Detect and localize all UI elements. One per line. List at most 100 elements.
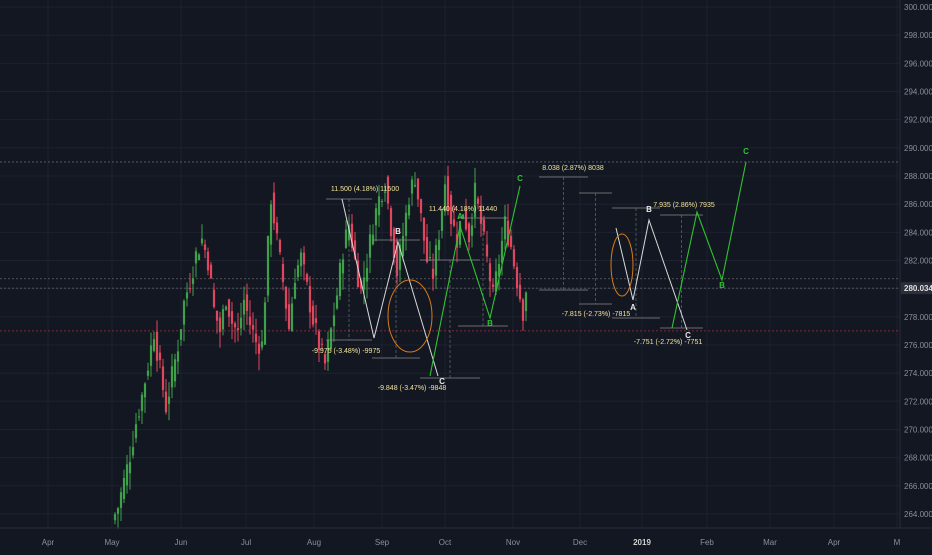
candle-body[interactable] — [266, 236, 270, 296]
candle-body[interactable] — [359, 280, 363, 289]
candle-body[interactable] — [254, 333, 258, 343]
candle-body[interactable] — [224, 306, 228, 310]
candle-body[interactable] — [437, 239, 441, 251]
candle-body[interactable] — [521, 299, 525, 321]
candle-body[interactable] — [299, 252, 303, 267]
candle-body[interactable] — [509, 235, 513, 248]
candle-body[interactable] — [479, 205, 483, 224]
candle-body[interactable] — [185, 292, 189, 299]
candle-body[interactable] — [209, 264, 213, 279]
x-axis[interactable]: Apr May Jun Jul Aug Sep Oct Nov Dec 2019 Feb Mar Apr… — [0, 527, 932, 547]
candle-body[interactable] — [272, 192, 276, 224]
candle-body[interactable] — [512, 249, 516, 267]
candle-body[interactable] — [227, 299, 231, 317]
candle-body[interactable] — [281, 263, 285, 282]
candle-body[interactable] — [416, 178, 420, 200]
candle-body[interactable] — [296, 265, 300, 278]
candle-body[interactable] — [122, 477, 126, 499]
candle-body[interactable] — [452, 219, 456, 226]
highlight-circle[interactable] — [387, 279, 433, 353]
candle-body[interactable] — [290, 303, 294, 332]
candle-body[interactable] — [395, 245, 399, 276]
candle-body[interactable] — [308, 286, 312, 313]
candle-body[interactable] — [410, 179, 414, 194]
candle-body[interactable] — [461, 214, 465, 219]
candle-body[interactable] — [311, 305, 315, 325]
candles[interactable] — [113, 165, 528, 529]
candle-body[interactable] — [356, 260, 360, 288]
candle-body[interactable] — [404, 212, 408, 236]
candle-body[interactable] — [329, 328, 333, 350]
candle-body[interactable] — [470, 225, 474, 236]
candle-body[interactable] — [377, 196, 381, 216]
candle-body[interactable] — [137, 416, 141, 418]
candle-body[interactable] — [203, 244, 207, 251]
candle-body[interactable] — [221, 309, 225, 330]
candle-body[interactable] — [362, 277, 366, 290]
candle-body[interactable] — [392, 228, 396, 258]
candle-body[interactable] — [368, 234, 372, 258]
candle-body[interactable] — [149, 345, 153, 366]
highlight-circle[interactable] — [610, 233, 634, 297]
candle-body[interactable] — [293, 282, 297, 299]
candle-body[interactable] — [212, 289, 216, 307]
candle-body[interactable] — [449, 194, 453, 225]
wave-line-white[interactable] — [341, 198, 439, 377]
candle-body[interactable] — [323, 354, 327, 364]
candle-body[interactable] — [446, 176, 450, 212]
candle-body[interactable] — [314, 318, 318, 323]
candle-body[interactable] — [464, 209, 468, 230]
candle-body[interactable] — [524, 292, 528, 312]
candle-body[interactable] — [326, 340, 330, 362]
candle-body[interactable] — [518, 284, 522, 300]
candle-body[interactable] — [245, 294, 249, 311]
candle-body[interactable] — [158, 352, 162, 361]
candle-body[interactable] — [215, 310, 219, 321]
candle-body[interactable] — [278, 239, 282, 253]
candle-body[interactable] — [176, 351, 180, 362]
candle-body[interactable] — [458, 221, 462, 245]
candle-body[interactable] — [341, 259, 345, 274]
candle-body[interactable] — [419, 199, 423, 214]
candle-body[interactable] — [515, 267, 519, 289]
candle-body[interactable] — [197, 254, 201, 261]
candle-body[interactable] — [473, 182, 477, 217]
candle-body[interactable] — [443, 184, 447, 212]
candle-body[interactable] — [248, 316, 252, 326]
candle-body[interactable] — [425, 237, 429, 263]
candle-body[interactable] — [284, 286, 288, 309]
candle-body[interactable] — [302, 252, 306, 265]
candle-body[interactable] — [125, 464, 129, 486]
candle-body[interactable] — [497, 263, 501, 277]
candle-body[interactable] — [194, 251, 198, 264]
candle-body[interactable] — [398, 244, 402, 270]
candle-body[interactable] — [287, 304, 291, 330]
candle-body[interactable] — [128, 462, 132, 474]
candle-body[interactable] — [140, 394, 144, 411]
candle-body[interactable] — [371, 234, 375, 245]
candle-body[interactable] — [239, 317, 243, 329]
candle-body[interactable] — [350, 223, 354, 248]
candle-body[interactable] — [431, 268, 435, 280]
y-axis[interactable]: 300.000 298.000 296.000 294.000 292.000 290.0… — [899, 0, 932, 528]
candle-body[interactable] — [179, 329, 183, 340]
candle-body[interactable] — [407, 204, 411, 216]
candle-body[interactable] — [386, 176, 390, 204]
candle-body[interactable] — [146, 370, 150, 376]
candle-body[interactable] — [167, 396, 171, 404]
candle-body[interactable] — [305, 274, 309, 282]
candle-body[interactable] — [116, 508, 120, 514]
candle-body[interactable] — [500, 240, 504, 263]
candle-body[interactable] — [152, 339, 156, 351]
candle-body[interactable] — [200, 238, 204, 244]
candle-body[interactable] — [332, 315, 336, 327]
candle-body[interactable] — [476, 198, 480, 204]
candle-body[interactable] — [485, 244, 489, 257]
candle-body[interactable] — [353, 240, 357, 259]
candle-body[interactable] — [164, 391, 168, 413]
candle-body[interactable] — [491, 284, 495, 287]
candle-body[interactable] — [389, 208, 393, 237]
wave-line-green[interactable] — [429, 185, 521, 377]
candle-body[interactable] — [173, 359, 177, 382]
